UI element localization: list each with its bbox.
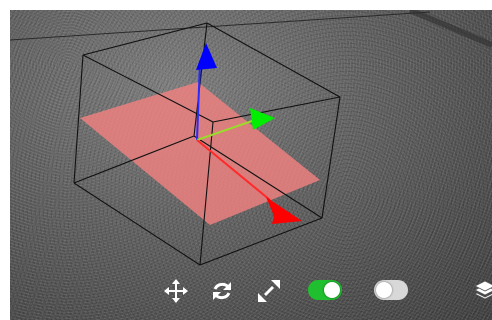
z-axis-handle[interactable] xyxy=(196,43,217,70)
move-arrows-icon[interactable] xyxy=(160,275,192,307)
y-axis-line xyxy=(196,119,256,141)
scale-arrows-icon[interactable] xyxy=(253,275,285,307)
rotate-icon[interactable] xyxy=(206,275,238,307)
transform-toolbar xyxy=(160,275,492,315)
toggle-2[interactable] xyxy=(374,280,408,300)
toggle-1-knob xyxy=(324,282,340,298)
x-axis-line xyxy=(196,139,271,201)
toggle-2-knob xyxy=(376,282,392,298)
toggle-1[interactable] xyxy=(308,280,342,300)
selection-plane[interactable] xyxy=(80,82,320,225)
y-axis-handle[interactable] xyxy=(250,108,275,130)
point-cloud-viewport[interactable] xyxy=(10,10,492,320)
3d-scene[interactable] xyxy=(10,10,492,320)
scene-wall xyxy=(408,10,492,48)
scene-edge-line xyxy=(10,11,431,41)
bounding-box[interactable] xyxy=(73,22,341,266)
z-axis-line xyxy=(196,61,201,141)
layers-icon[interactable] xyxy=(469,275,492,307)
x-axis-handle[interactable] xyxy=(266,197,302,224)
